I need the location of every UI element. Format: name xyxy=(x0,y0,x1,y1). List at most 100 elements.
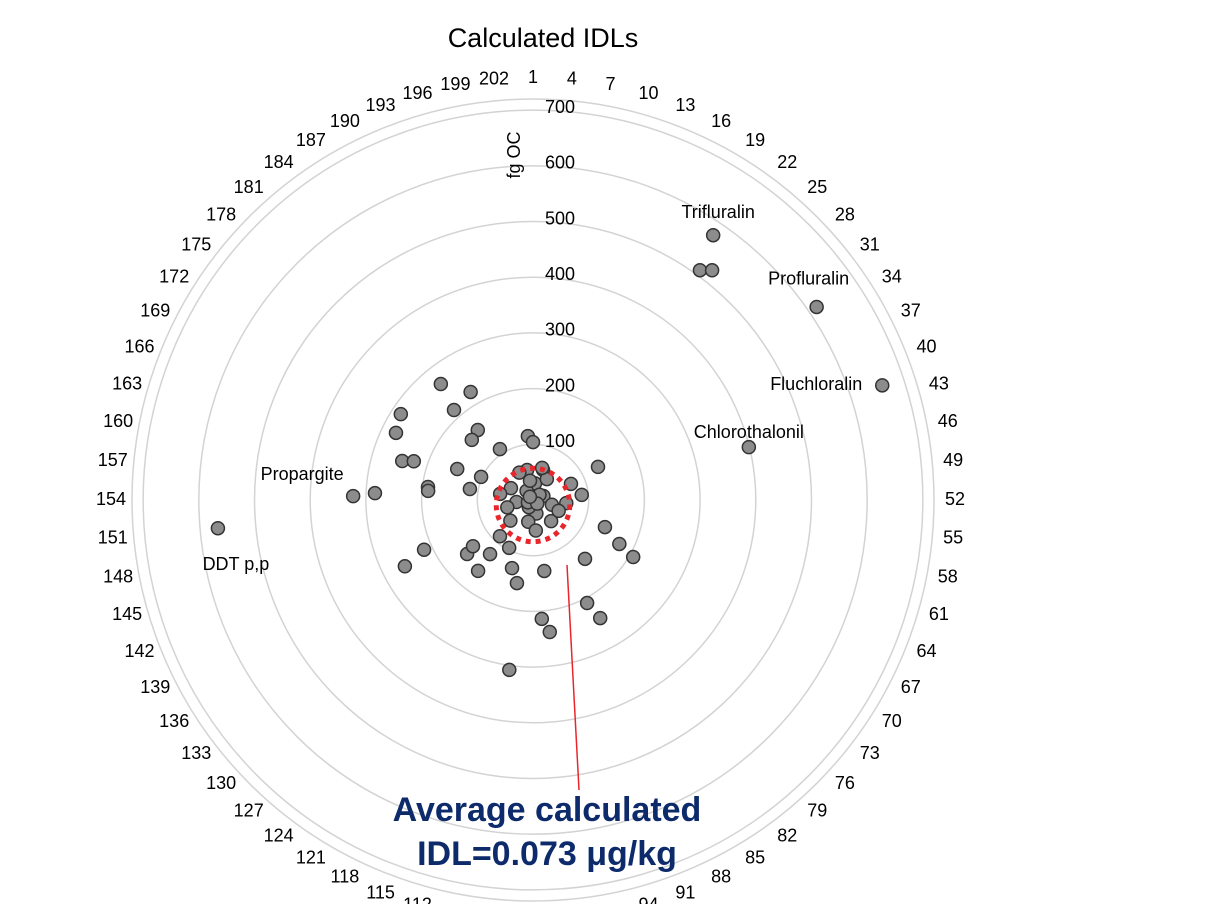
theta-tick-label: 37 xyxy=(901,301,921,321)
callout-text: IDL=0.073 μg/kg xyxy=(417,835,677,873)
point-annotation: Propargite xyxy=(261,464,344,484)
theta-tick-label: 25 xyxy=(807,177,827,197)
point xyxy=(692,262,708,278)
point xyxy=(500,500,515,515)
point-annotation: Profluralin xyxy=(768,269,849,289)
theta-tick-label: 58 xyxy=(938,566,958,586)
point-annotation: Trifluralin xyxy=(681,202,754,222)
theta-tick-label: 184 xyxy=(264,152,294,172)
point xyxy=(525,434,541,450)
theta-tick-label: 178 xyxy=(206,204,236,224)
theta-tick-label: 160 xyxy=(103,411,133,431)
chart-title: Calculated IDLs xyxy=(448,23,639,53)
theta-tick-label: 52 xyxy=(945,489,965,509)
point xyxy=(388,425,404,441)
grid-circle xyxy=(198,165,868,835)
point xyxy=(579,595,595,611)
r-tick-label: 400 xyxy=(545,264,575,284)
point xyxy=(210,520,226,536)
point xyxy=(625,549,641,565)
point xyxy=(462,481,478,497)
theta-tick-label: 19 xyxy=(745,130,765,150)
theta-tick-label: 181 xyxy=(234,177,264,197)
r-tick-label: 300 xyxy=(545,320,575,340)
theta-tick-label: 7 xyxy=(606,74,616,94)
theta-tick-label: 22 xyxy=(777,152,797,172)
point xyxy=(502,662,517,678)
theta-tick-label: 190 xyxy=(330,111,360,131)
theta-tick-label: 118 xyxy=(331,867,360,887)
theta-tick-label: 13 xyxy=(675,95,695,115)
point xyxy=(397,559,413,574)
theta-tick-label: 169 xyxy=(140,301,170,321)
point xyxy=(534,611,550,627)
theta-tick-label: 43 xyxy=(929,373,949,393)
point xyxy=(522,473,538,488)
theta-tick-label: 40 xyxy=(916,336,936,356)
r-tick-label: 500 xyxy=(545,208,575,228)
point xyxy=(592,610,608,626)
r-tick-label: 100 xyxy=(545,431,575,451)
point xyxy=(482,546,498,562)
theta-tick-label: 121 xyxy=(296,848,326,868)
point xyxy=(874,378,890,393)
point xyxy=(705,227,721,243)
theta-tick-label: 16 xyxy=(711,111,731,131)
point xyxy=(509,575,525,591)
point xyxy=(367,485,383,501)
point xyxy=(590,459,606,475)
point xyxy=(536,563,552,579)
theta-tick-label: 64 xyxy=(916,641,936,661)
point xyxy=(528,523,544,538)
theta-tick-label: 49 xyxy=(943,450,963,470)
grid-circle xyxy=(365,332,701,668)
point xyxy=(473,469,489,485)
grid-circle xyxy=(253,220,813,780)
theta-tick-label: 67 xyxy=(901,677,921,697)
theta-tick-label: 133 xyxy=(181,743,211,763)
point xyxy=(597,519,613,535)
r-tick-label: 700 xyxy=(545,97,575,117)
theta-tick-label: 202 xyxy=(479,69,509,89)
theta-tick-label: 28 xyxy=(835,204,855,224)
point xyxy=(741,439,757,455)
theta-tick-label: 187 xyxy=(296,130,326,150)
grid-circle xyxy=(142,109,924,891)
theta-tick-label: 130 xyxy=(206,773,236,793)
point xyxy=(465,538,481,554)
theta-tick-label: 1 xyxy=(528,67,538,87)
point xyxy=(501,540,517,556)
point xyxy=(449,461,465,477)
point xyxy=(612,536,627,552)
point xyxy=(551,503,566,519)
theta-tick-label: 142 xyxy=(124,641,154,661)
point xyxy=(522,489,538,505)
grid-circle xyxy=(309,276,757,724)
point-annotation: DDT p,p xyxy=(203,554,270,574)
grid-circle xyxy=(420,387,646,613)
theta-tick-label: 124 xyxy=(264,826,294,846)
theta-tick-label: 31 xyxy=(860,234,880,254)
theta-tick-label: 46 xyxy=(938,411,958,431)
point xyxy=(492,528,508,544)
point xyxy=(446,402,462,418)
theta-tick-label: 94 xyxy=(638,895,658,904)
theta-tick-label: 172 xyxy=(159,267,189,287)
point xyxy=(470,563,486,579)
point xyxy=(577,551,593,567)
point xyxy=(542,624,558,640)
theta-tick-label: 85 xyxy=(745,848,765,868)
theta-tick-label: 61 xyxy=(929,604,949,624)
theta-tick-label: 70 xyxy=(882,711,902,731)
point xyxy=(574,487,589,503)
theta-tick-label: 91 xyxy=(675,882,695,902)
outer-circle xyxy=(131,98,935,902)
theta-tick-label: 76 xyxy=(835,773,855,793)
point xyxy=(463,384,478,400)
theta-tick-label: 163 xyxy=(112,373,142,393)
theta-tick-label: 4 xyxy=(567,69,577,89)
point xyxy=(416,542,432,557)
theta-tick-label: 34 xyxy=(882,267,902,287)
theta-tick-label: 157 xyxy=(98,450,128,470)
